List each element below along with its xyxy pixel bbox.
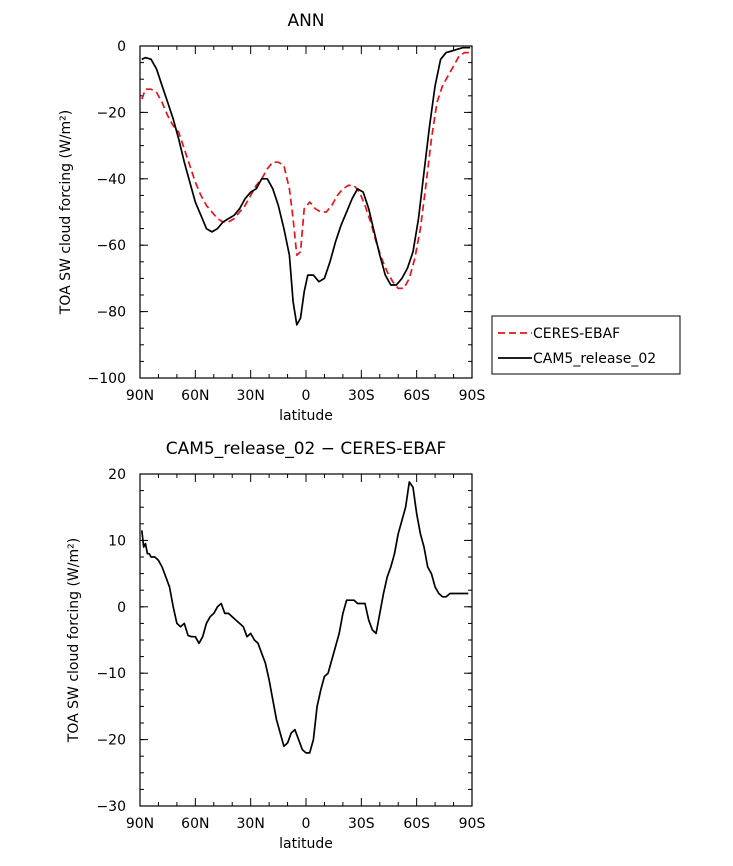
panel-difference: CAM5_release_02 − CERES-EBAF 90N 60N 30N 0 30… — [66, 439, 485, 852]
y-tick-label: −20 — [96, 105, 126, 121]
x-tick-label: 60N — [181, 816, 209, 832]
x-tick-label: 90N — [126, 816, 154, 832]
x-tick-label: 0 — [302, 388, 311, 404]
y-axis-title: TOA SW cloud forcing (W/m²) — [58, 110, 74, 315]
y-tick-label: −40 — [96, 172, 126, 188]
x-tick-label: 30N — [237, 388, 265, 404]
y-tick-label: −80 — [96, 305, 126, 321]
y-tick-label: 10 — [108, 533, 126, 549]
plot-frame — [139, 45, 473, 379]
y-tick-label: −30 — [96, 799, 126, 815]
panel-annual-cloud-forcing: ANN 90N 60N 30N 0 30S 60S 90S 0 −20 −40 −60 −80 −100 l… — [58, 11, 681, 424]
legend-box — [491, 315, 681, 375]
x-tick-label: 30S — [348, 388, 375, 404]
y-tick-label: 0 — [117, 39, 126, 55]
x-tick-label: 60S — [403, 816, 430, 832]
y-tick-label: 0 — [117, 600, 126, 616]
y-tick-label: 20 — [108, 467, 126, 483]
chart-title: ANN — [287, 11, 324, 31]
x-tick-label: 30N — [237, 816, 265, 832]
difference-series-line — [140, 481, 469, 754]
plot-frame — [139, 473, 473, 807]
legend-label: CERES-EBAF — [533, 326, 620, 342]
y-tick-label: −10 — [96, 666, 126, 682]
y-tick-label: −20 — [96, 733, 126, 749]
x-tick-label: 90S — [459, 388, 486, 404]
x-tick-label: 0 — [302, 816, 311, 832]
y-tick-label: −100 — [88, 371, 126, 387]
x-tick-label: 90N — [126, 388, 154, 404]
legend-label: CAM5_release_02 — [533, 351, 656, 367]
cam5-release-02-series-line — [141, 46, 471, 326]
x-tick-label: 30S — [348, 816, 375, 832]
x-axis-title: latitude — [279, 836, 333, 852]
y-axis-title: TOA SW cloud forcing (W/m²) — [66, 538, 82, 743]
y-tick-label: −60 — [96, 238, 126, 254]
x-tick-label: 90S — [459, 816, 486, 832]
x-axis-title: latitude — [279, 408, 333, 424]
ceres-ebaf-series-line — [141, 51, 471, 290]
x-tick-label: 60S — [403, 388, 430, 404]
chart-title: CAM5_release_02 − CERES-EBAF — [166, 439, 447, 459]
x-tick-label: 60N — [181, 388, 209, 404]
